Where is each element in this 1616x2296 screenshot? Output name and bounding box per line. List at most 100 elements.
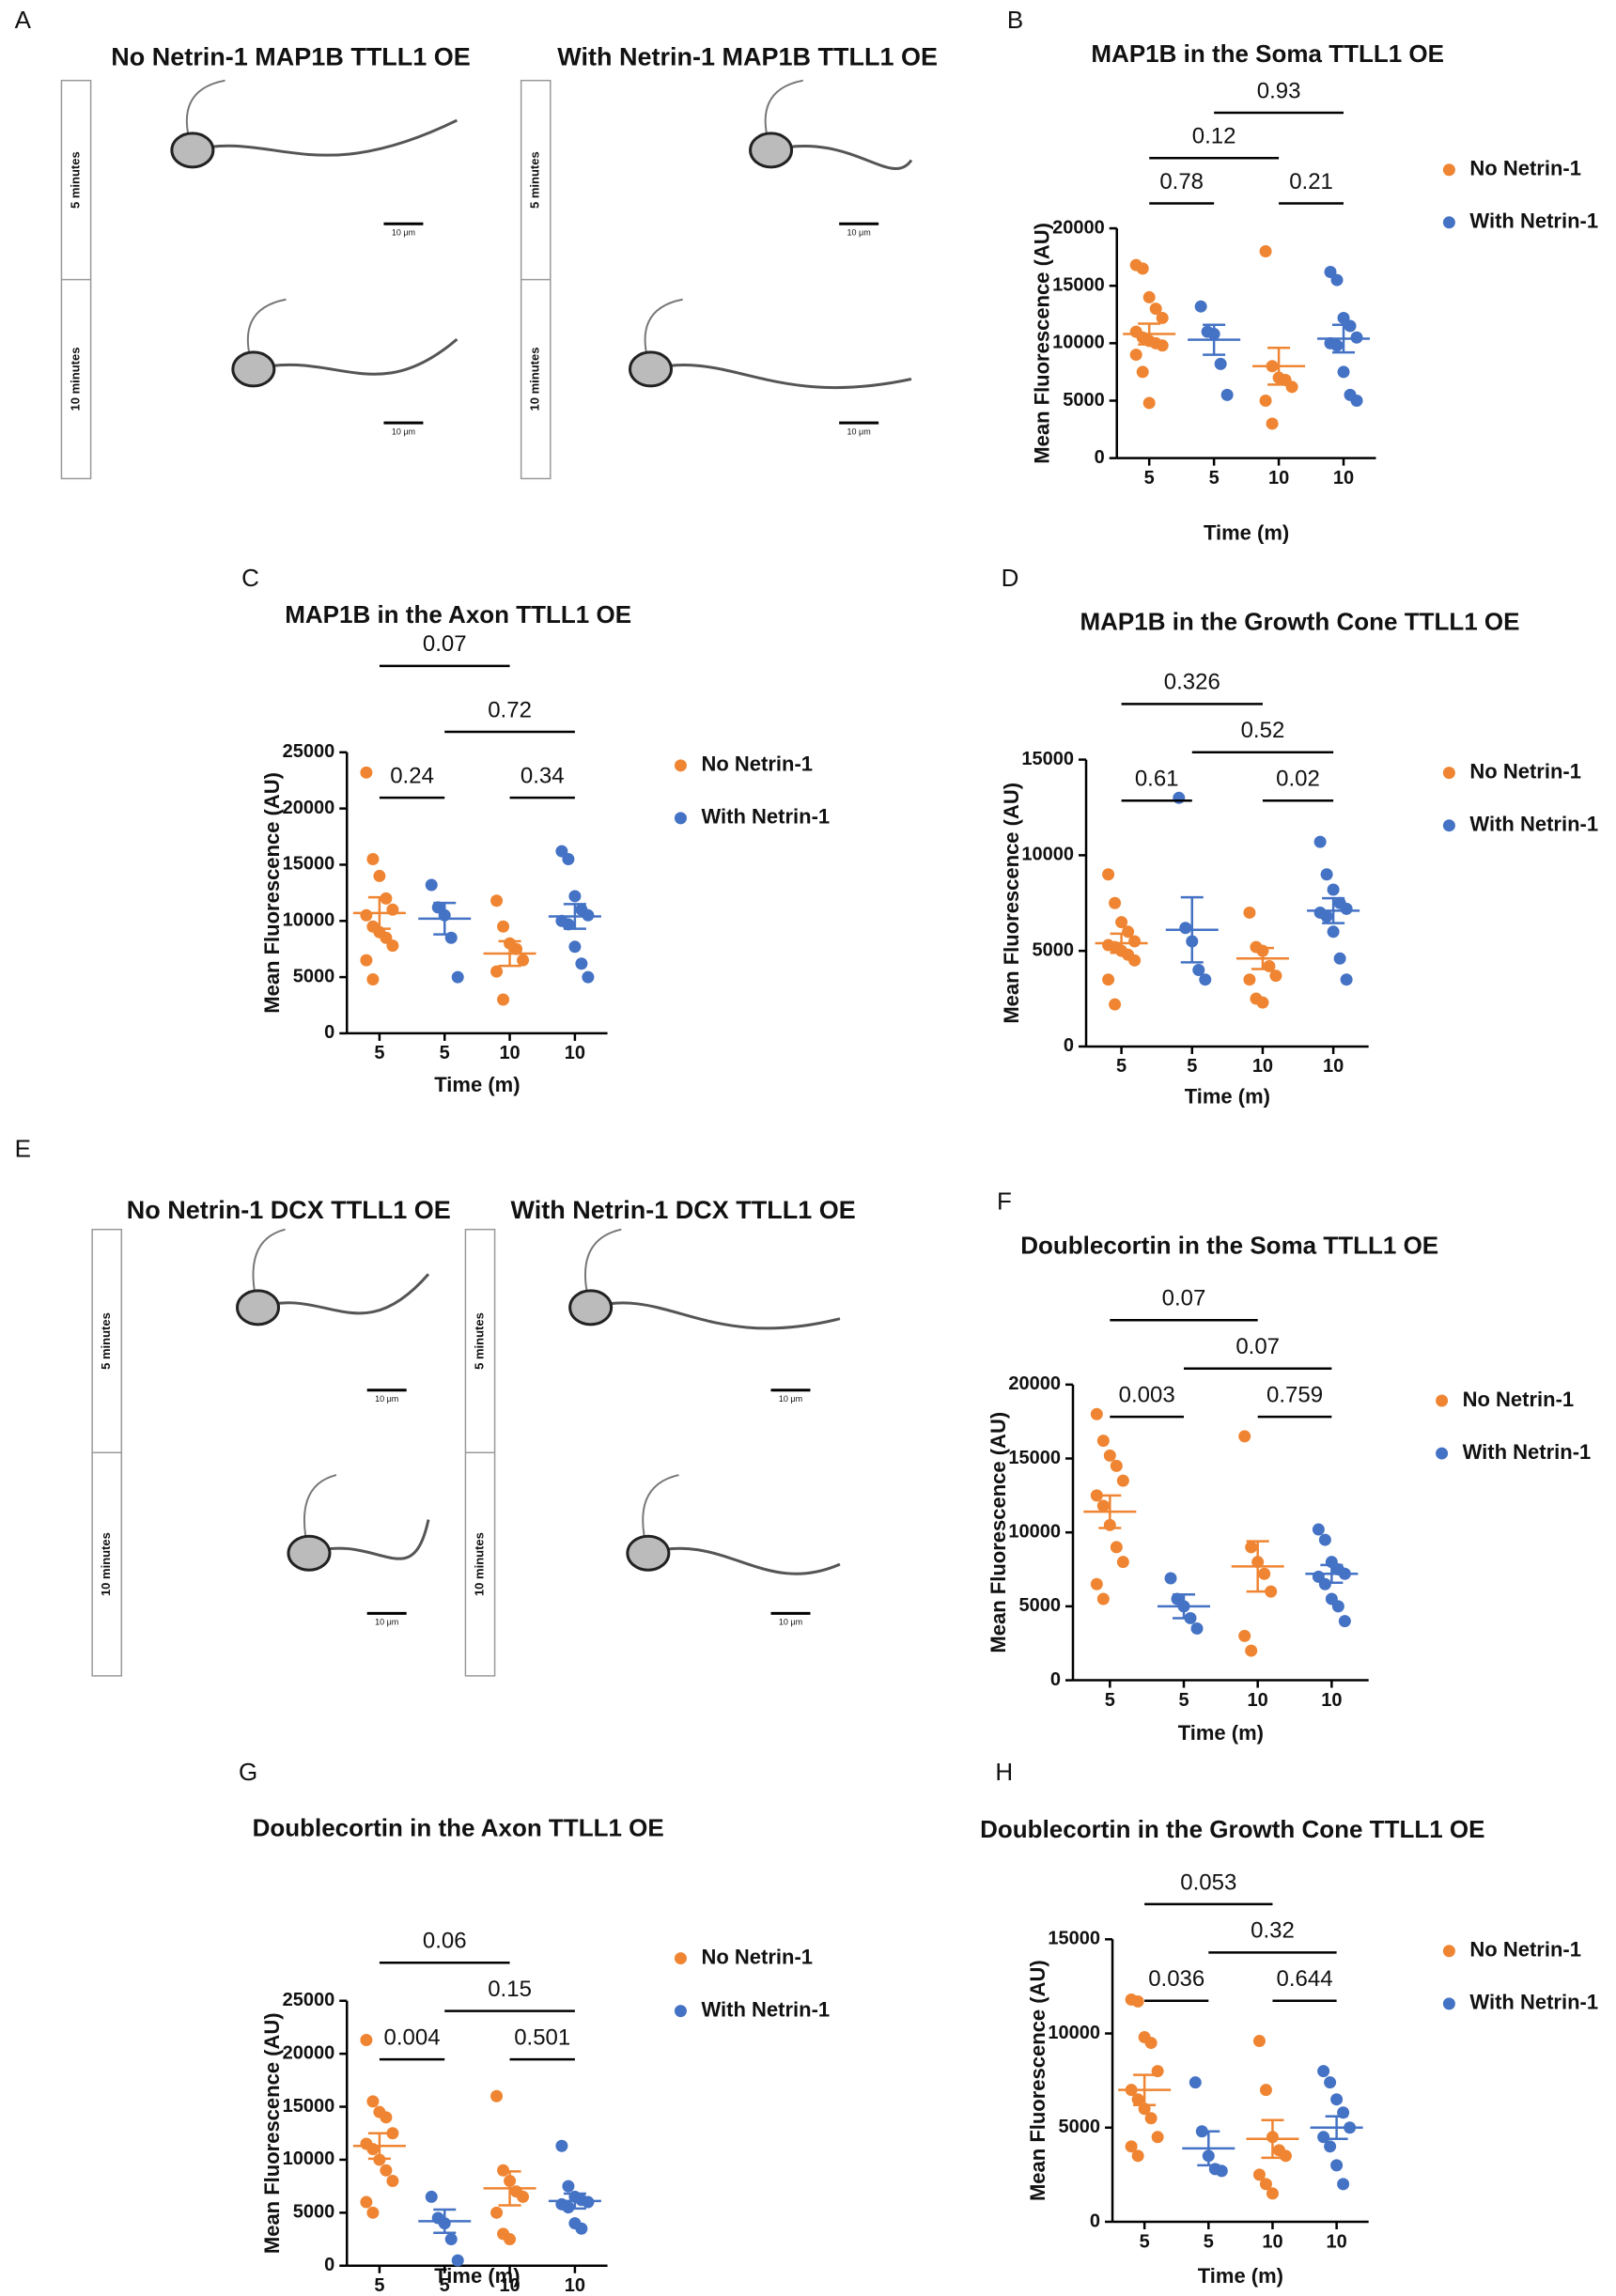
data-point	[497, 920, 510, 933]
data-point	[1189, 2076, 1202, 2089]
data-point	[366, 2206, 380, 2219]
data-point	[1131, 2093, 1144, 2106]
legend-marker	[1442, 1945, 1455, 1958]
data-point	[1338, 1615, 1351, 1628]
p-value-label: 0.02	[1276, 767, 1320, 792]
x-tick-label: 10	[499, 2275, 520, 2296]
legend-label: No Netrin-1	[1469, 1938, 1581, 1962]
x-tick-label: 5	[374, 1043, 384, 1063]
x-tick-label: 5	[440, 2275, 450, 2296]
data-point	[1320, 910, 1333, 923]
legend-label: No Netrin-1	[1469, 759, 1581, 783]
p-value-label: 0.34	[521, 763, 565, 788]
data-point	[1258, 1567, 1271, 1580]
data-point	[451, 970, 464, 984]
p-value-label: 0.07	[1162, 1286, 1206, 1311]
y-tick-label: 5000	[1033, 939, 1075, 960]
p-value-label: 0.12	[1192, 124, 1236, 149]
image-title: No Netrin-1 DCX TTLL1 OE	[127, 1196, 451, 1224]
p-value-label: 0.15	[488, 1977, 532, 2002]
chart-title: MAP1B in the Soma TTLL1 OE	[1091, 39, 1444, 68]
data-point	[575, 2222, 588, 2235]
image-frame	[521, 80, 952, 479]
data-point	[1115, 916, 1128, 929]
data-point	[1164, 1572, 1177, 1585]
y-tick-label: 20000	[1052, 217, 1105, 238]
y-tick-label: 10000	[1021, 845, 1074, 865]
scale-bar-label: 10 μm	[392, 427, 415, 437]
data-point	[1350, 394, 1363, 407]
legend-marker	[1442, 216, 1455, 229]
data-point	[1102, 973, 1115, 986]
legend-marker	[1436, 1447, 1449, 1460]
data-point	[1179, 922, 1192, 935]
data-point	[1285, 380, 1298, 394]
p-value-label: 0.501	[514, 2025, 570, 2050]
data-point	[1199, 973, 1212, 986]
scale-bar-label: 10 μm	[779, 1618, 802, 1627]
data-point	[1337, 311, 1350, 324]
soma	[287, 1534, 332, 1572]
y-tick-label: 15000	[1021, 749, 1074, 769]
data-point	[1313, 835, 1327, 848]
data-point	[1194, 300, 1207, 313]
y-axis-label: Mean Fluorescence (AU)	[1026, 1960, 1049, 2201]
y-tick-label: 15000	[1052, 274, 1105, 295]
legend-marker	[1436, 1394, 1449, 1407]
x-tick-label: 5	[374, 2275, 384, 2296]
x-tick-label: 10	[1262, 2231, 1282, 2252]
legend-label: No Netrin-1	[1469, 157, 1581, 180]
x-tick-label: 5	[1105, 1690, 1115, 1711]
legend-marker	[1442, 819, 1455, 832]
data-point	[1220, 388, 1234, 401]
x-tick-label: 5	[1187, 1056, 1197, 1077]
x-tick-label: 10	[1248, 1690, 1268, 1711]
y-tick-label: 10000	[283, 2149, 335, 2169]
data-point	[1320, 868, 1333, 881]
legend-marker	[1442, 1997, 1455, 2010]
data-point	[1337, 2178, 1350, 2191]
data-point	[1151, 2131, 1164, 2144]
y-tick-label: 20000	[283, 2042, 335, 2063]
x-tick-label: 5	[1209, 468, 1220, 489]
data-point	[555, 2139, 568, 2152]
p-value-label: 0.06	[423, 1929, 467, 1954]
data-point	[575, 957, 588, 970]
panel-letter: E	[15, 1134, 31, 1162]
data-point	[1317, 2065, 1330, 2078]
data-point	[1192, 964, 1205, 977]
y-tick-label: 5000	[293, 966, 335, 986]
y-tick-label: 15000	[283, 854, 335, 875]
data-point	[1116, 1556, 1129, 1569]
data-point	[360, 2033, 373, 2046]
data-point	[1243, 973, 1256, 986]
y-tick-label: 5000	[1059, 2117, 1101, 2137]
y-tick-label: 5000	[1063, 390, 1105, 411]
data-point	[1245, 1541, 1258, 1554]
p-value-label: 0.07	[1235, 1334, 1280, 1359]
y-tick-label: 20000	[1008, 1373, 1061, 1394]
x-axis-label: Time (m)	[1198, 2264, 1283, 2288]
p-value-label: 0.644	[1277, 1966, 1333, 1992]
data-point	[1136, 262, 1149, 275]
data-point	[1318, 1577, 1331, 1590]
data-point	[1318, 1533, 1331, 1546]
data-point	[497, 993, 510, 1006]
data-point	[1252, 2168, 1266, 2181]
data-point	[366, 972, 380, 985]
data-point	[1265, 1585, 1278, 1598]
y-axis-label: Mean Fluorescence (AU)	[987, 1412, 1010, 1653]
data-point	[1340, 902, 1353, 915]
soma	[231, 350, 276, 388]
p-value-label: 0.036	[1148, 1966, 1204, 1992]
data-point	[1252, 2035, 1266, 2048]
y-axis-label: Mean Fluorescence (AU)	[260, 2012, 284, 2254]
y-tick-label: 15000	[283, 2096, 335, 2117]
p-value-label: 0.52	[1241, 718, 1285, 743]
data-point	[582, 970, 595, 984]
soma	[626, 1534, 671, 1572]
x-tick-label: 10	[1333, 468, 1354, 489]
panel-letter: H	[995, 1758, 1013, 1786]
data-point	[1144, 2037, 1158, 2050]
